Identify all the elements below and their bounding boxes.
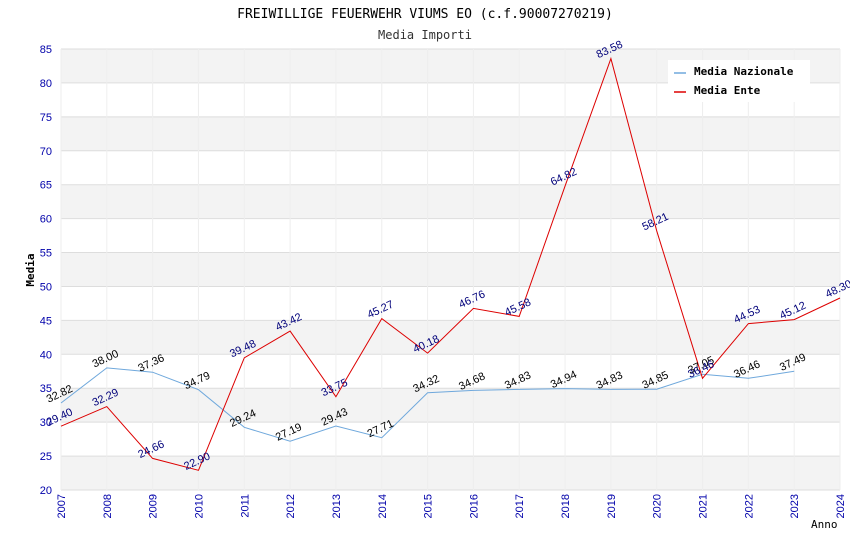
- data-label-media-ente: 46.76: [457, 288, 487, 311]
- y-axis-ticks: 20 25 30 35 40 45 50 55 60 65 70 75 80 85: [40, 44, 52, 497]
- grid-band: [61, 456, 840, 490]
- data-label-media-nazionale: 36.46: [732, 358, 762, 381]
- grid-band: [61, 184, 840, 219]
- y-tick-label: 85: [40, 44, 52, 56]
- x-tick-label: 2022: [743, 494, 755, 518]
- grid-bands: [61, 49, 840, 490]
- x-tick-label: 2018: [560, 494, 572, 518]
- legend-box: [668, 60, 810, 102]
- y-tick-label: 40: [40, 349, 52, 361]
- x-tick-label: 2023: [789, 494, 801, 518]
- x-axis-ticks: 2007 2008 2009 2010 2011 2012 2013 2014 2015 2016…: [56, 494, 847, 518]
- grid-band: [61, 320, 840, 355]
- x-tick-label: 2012: [285, 494, 297, 518]
- data-label-media-ente: 29.40: [45, 406, 75, 429]
- series-line-media-ente: [60, 56, 841, 471]
- y-tick-label: 30: [40, 417, 52, 429]
- y-tick-label: 20: [40, 485, 52, 497]
- y-tick-label: 35: [40, 383, 52, 395]
- legend-label-media-nazionale: Media Nazionale: [694, 65, 794, 78]
- x-tick-label: 2021: [698, 494, 710, 518]
- data-label-media-nazionale: 37.36: [136, 352, 166, 375]
- grid-band: [61, 116, 840, 151]
- chart-subtitle: Media Importi: [378, 28, 472, 42]
- x-tick-label: 2007: [56, 494, 68, 518]
- y-tick-label: 45: [40, 315, 52, 327]
- grid-lines: [60, 48, 841, 491]
- x-tick-label: 2016: [468, 494, 480, 518]
- grid-band: [61, 252, 840, 287]
- chart-title: FREIWILLIGE FEUERWEHR VIUMS EO (c.f.9000…: [237, 7, 613, 22]
- y-tick-label: 50: [40, 281, 52, 293]
- legend: Media Nazionale Media Ente: [668, 60, 810, 102]
- y-tick-label: 25: [40, 451, 52, 463]
- x-axis-label: Anno: [811, 518, 838, 531]
- y-tick-label: 80: [40, 78, 52, 90]
- y-tick-label: 55: [40, 248, 52, 260]
- legend-label-media-ente: Media Ente: [694, 84, 761, 97]
- y-tick-label: 70: [40, 146, 52, 158]
- data-label-media-ente: 45.58: [503, 296, 533, 319]
- x-tick-label: 2010: [193, 494, 205, 518]
- x-tick-label: 2020: [652, 494, 664, 518]
- x-tick-label: 2019: [606, 494, 618, 518]
- x-tick-label: 2024: [835, 494, 847, 518]
- series-lines: [60, 56, 841, 471]
- x-tick-label: 2017: [514, 494, 526, 518]
- x-tick-label: 2009: [148, 494, 160, 518]
- grid-band: [61, 388, 840, 423]
- y-tick-label: 60: [40, 214, 52, 226]
- y-axis-label: Media: [24, 253, 37, 286]
- x-tick-label: 2015: [423, 494, 435, 518]
- x-tick-label: 2014: [377, 494, 389, 518]
- y-tick-label: 75: [40, 112, 52, 124]
- x-tick-label: 2008: [102, 494, 114, 518]
- series-line-media-nazionale: [60, 367, 795, 442]
- data-label-media-ente: 45.27: [366, 299, 396, 322]
- y-tick-label: 65: [40, 180, 52, 192]
- x-tick-label: 2011: [239, 494, 251, 518]
- data-label-media-ente: 45.12: [778, 300, 808, 323]
- x-tick-label: 2013: [331, 494, 343, 518]
